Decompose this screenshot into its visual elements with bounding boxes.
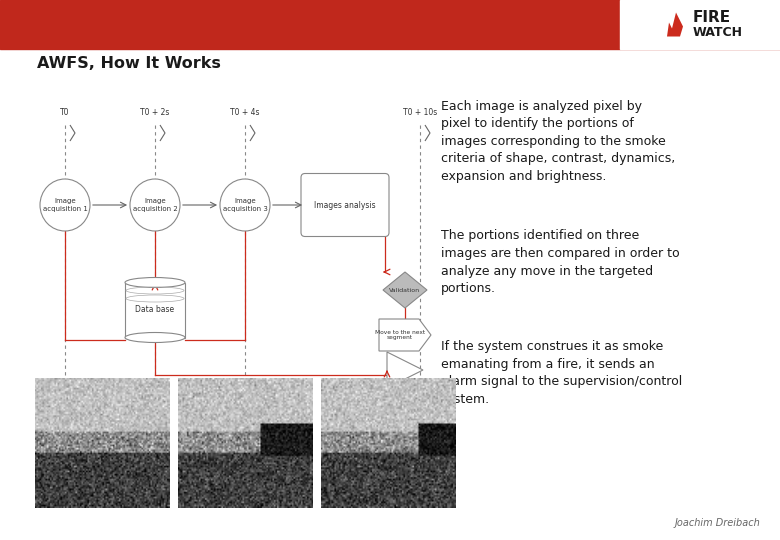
Text: T0 + 2s: T0 + 2s [140, 108, 170, 117]
Text: FIRE: FIRE [693, 10, 731, 25]
Text: T0 + 10s: T0 + 10s [403, 108, 437, 117]
Text: Joachim Dreibach: Joachim Dreibach [674, 518, 760, 528]
Bar [125, 282, 185, 338]
Polygon shape [667, 12, 683, 37]
Text: Image
acquisition 1: Image acquisition 1 [43, 199, 87, 212]
Ellipse shape [125, 278, 185, 287]
Ellipse shape [125, 333, 185, 342]
Polygon shape [379, 319, 431, 351]
Text: WATCH: WATCH [693, 26, 743, 39]
Ellipse shape [130, 179, 180, 231]
Text: AWFS, How It Works: AWFS, How It Works [37, 56, 222, 71]
Ellipse shape [220, 179, 270, 231]
Ellipse shape [40, 179, 90, 231]
Polygon shape [383, 272, 427, 308]
Text: Validation: Validation [389, 287, 420, 293]
FancyBboxPatch shape [301, 173, 389, 237]
Polygon shape [387, 352, 423, 388]
Text: Each image is analyzed pixel by
pixel to identify the portions of
images corresp: Each image is analyzed pixel by pixel to… [441, 100, 675, 183]
Text: Move to the next
segment: Move to the next segment [375, 329, 425, 340]
Bar [620, 0, 780, 49]
Text: If the system construes it as smoke
emanating from a fire, it sends an
alarm sig: If the system construes it as smoke eman… [441, 340, 682, 406]
Text: Data base: Data base [136, 306, 175, 314]
Text: Image
acquisition 3: Image acquisition 3 [222, 199, 268, 212]
Text: The portions identified on three
images are then compared in order to
analyze an: The portions identified on three images … [441, 230, 679, 295]
Text: T0 + 4s: T0 + 4s [230, 108, 260, 117]
Text: T0: T0 [60, 108, 69, 117]
Text: Image
acquisition 2: Image acquisition 2 [133, 199, 177, 212]
Text: Images analysis: Images analysis [314, 200, 376, 210]
Text: Alarm: Alarm [395, 396, 414, 401]
Bar [0, 0, 780, 49]
